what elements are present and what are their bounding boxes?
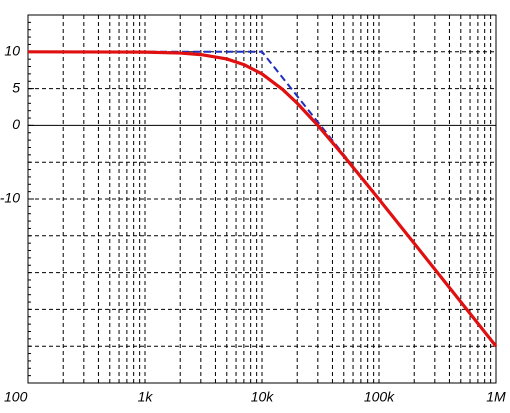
plot-frame <box>27 14 497 384</box>
x-tick-label: 10k <box>251 389 275 405</box>
x-tick-label: 100k <box>364 389 395 405</box>
y-tick-label: -10 <box>0 190 20 206</box>
y-tick-label: 5 <box>12 79 20 95</box>
x-tick-label: 1M <box>486 389 506 405</box>
y-tick-label: 0 <box>12 116 20 132</box>
series-line <box>27 50 498 348</box>
x-tick-label: 100 <box>4 389 28 405</box>
x-tick-label: 1k <box>138 389 154 405</box>
y-tick-label: 10 <box>4 43 20 59</box>
